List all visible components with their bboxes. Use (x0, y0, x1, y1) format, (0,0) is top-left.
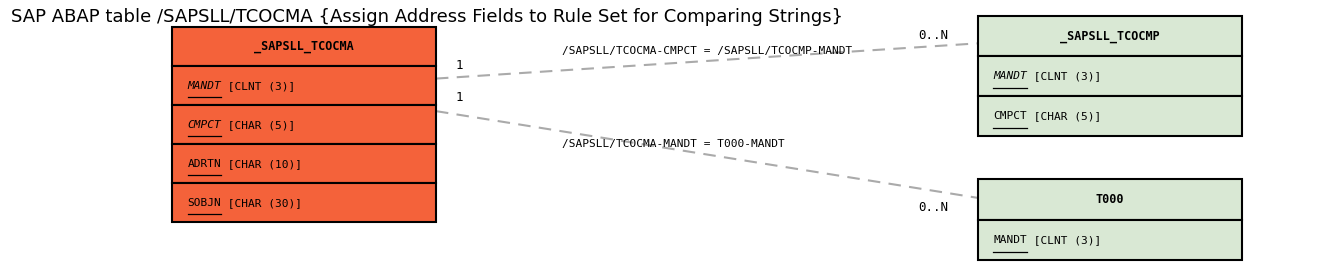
Text: 0..N: 0..N (918, 201, 948, 214)
Polygon shape (978, 56, 1242, 96)
Text: [CHAR (5)]: [CHAR (5)] (1026, 111, 1100, 121)
Text: _SAPSLL_TCOCMP: _SAPSLL_TCOCMP (1059, 30, 1160, 43)
Text: 0..N: 0..N (918, 29, 948, 42)
Text: CMPCT: CMPCT (993, 111, 1028, 121)
Text: /SAPSLL/TCOCMA-CMPCT = /SAPSLL/TCOCMP-MANDT: /SAPSLL/TCOCMA-CMPCT = /SAPSLL/TCOCMP-MA… (561, 47, 852, 56)
Text: T000: T000 (1095, 193, 1124, 206)
Polygon shape (172, 27, 436, 66)
Text: [CHAR (30)]: [CHAR (30)] (221, 198, 303, 208)
Text: [CLNT (3)]: [CLNT (3)] (1026, 235, 1100, 245)
Text: SAP ABAP table /SAPSLL/TCOCMA {Assign Address Fields to Rule Set for Comparing S: SAP ABAP table /SAPSLL/TCOCMA {Assign Ad… (11, 8, 843, 26)
Text: 1: 1 (456, 91, 464, 104)
Polygon shape (978, 96, 1242, 136)
Text: MANDT: MANDT (993, 235, 1028, 245)
Text: 1: 1 (456, 59, 464, 72)
Text: _SAPSLL_TCOCMA: _SAPSLL_TCOCMA (254, 40, 354, 53)
Text: /SAPSLL/TCOCMA-MANDT = T000-MANDT: /SAPSLL/TCOCMA-MANDT = T000-MANDT (563, 139, 785, 149)
Text: [CHAR (10)]: [CHAR (10)] (221, 159, 303, 169)
Text: [CLNT (3)]: [CLNT (3)] (221, 81, 295, 91)
Text: [CLNT (3)]: [CLNT (3)] (1026, 71, 1100, 81)
Text: MANDT: MANDT (993, 71, 1028, 81)
Polygon shape (172, 105, 436, 144)
Polygon shape (172, 183, 436, 222)
Text: ADRTN: ADRTN (188, 159, 222, 169)
Text: SOBJN: SOBJN (188, 198, 222, 208)
Text: CMPCT: CMPCT (188, 120, 222, 130)
Polygon shape (978, 16, 1242, 56)
Polygon shape (172, 144, 436, 183)
Polygon shape (978, 179, 1242, 220)
Polygon shape (978, 220, 1242, 260)
Text: MANDT: MANDT (188, 81, 222, 91)
Text: [CHAR (5)]: [CHAR (5)] (221, 120, 295, 130)
Polygon shape (172, 66, 436, 105)
